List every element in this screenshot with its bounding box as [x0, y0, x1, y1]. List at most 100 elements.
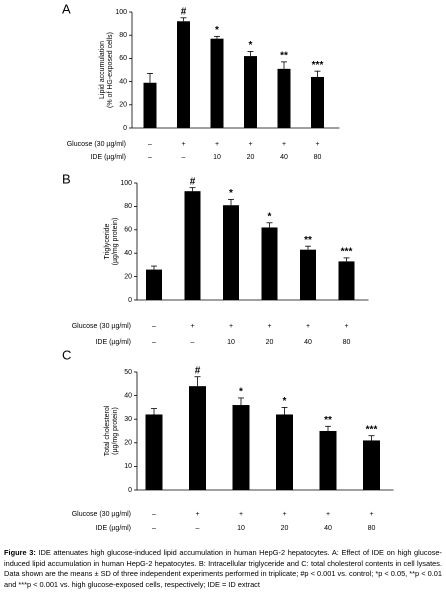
bar	[277, 68, 291, 128]
row-value: 10	[227, 339, 235, 346]
significance-mark: *	[249, 40, 253, 51]
bar	[232, 405, 250, 490]
significance-mark: **	[304, 235, 312, 246]
y-axis-label: (% of HG-exposed cells)	[107, 32, 114, 108]
bar	[261, 227, 278, 300]
row-value: 20	[281, 525, 289, 532]
y-axis-label: Triglyceride	[104, 223, 111, 259]
bar	[311, 76, 324, 128]
caption-label: Figure 3:	[4, 548, 36, 557]
y-tick-label: 40	[124, 250, 132, 257]
row-value: 80	[343, 339, 351, 346]
row-value: +	[282, 511, 286, 518]
y-axis-label: (µg/mg protein)	[112, 218, 119, 266]
row-value: +	[195, 511, 199, 518]
row-value: +	[369, 511, 373, 518]
significance-mark: ***	[366, 424, 378, 435]
row-value: +	[282, 141, 286, 148]
row-value: +	[229, 323, 233, 330]
row-value: +	[248, 141, 252, 148]
row-label: Glucose (30 µg/ml)	[72, 511, 131, 518]
panel-label: A	[62, 1, 71, 16]
y-axis-label: Lipid accumulation	[99, 41, 106, 99]
y-tick-label: 10	[124, 463, 132, 470]
panel-label: B	[62, 171, 71, 186]
panel-label: C	[62, 347, 71, 362]
significance-mark: #	[190, 176, 196, 187]
row-value: +	[181, 141, 185, 148]
row-value: –	[152, 339, 156, 346]
row-value: 10	[213, 154, 221, 161]
row-value: 40	[324, 525, 332, 532]
row-value: +	[239, 511, 243, 518]
row-value: –	[196, 525, 200, 532]
significance-mark: *	[215, 25, 219, 36]
row-value: +	[215, 141, 219, 148]
row-label: IDE (µg/ml)	[95, 525, 131, 532]
y-tick-label: 20	[124, 440, 132, 447]
y-tick-label: 0	[128, 487, 132, 494]
significance-mark: *	[229, 188, 233, 199]
bar	[223, 205, 239, 300]
significance-mark: *	[283, 396, 287, 407]
row-value: –	[152, 511, 156, 518]
bar	[276, 414, 293, 490]
row-value: 20	[266, 339, 274, 346]
bar	[300, 249, 316, 300]
bar	[145, 414, 163, 490]
significance-mark: #	[195, 365, 201, 376]
caption: Figure 3: IDE attenuates high glucose-in…	[4, 548, 442, 590]
significance-mark: ***	[341, 247, 353, 258]
bar	[244, 56, 257, 128]
significance-mark: *	[239, 387, 243, 398]
row-value: –	[191, 339, 195, 346]
bar	[338, 261, 355, 300]
bar	[319, 431, 337, 490]
row-value: +	[315, 141, 319, 148]
row-value: –	[182, 154, 186, 161]
y-tick-label: 80	[124, 203, 132, 210]
significance-mark: #	[181, 6, 187, 17]
row-value: –	[148, 141, 152, 148]
y-axis-label: Total cholesterol	[104, 405, 111, 456]
bar	[363, 440, 380, 490]
row-label: IDE (µg/ml)	[95, 339, 131, 346]
row-value: 20	[247, 154, 255, 161]
significance-mark: *	[268, 211, 272, 222]
row-value: +	[190, 323, 194, 330]
bar	[189, 386, 206, 490]
significance-mark: ***	[312, 60, 324, 71]
bar	[184, 191, 201, 300]
significance-mark: **	[324, 415, 332, 426]
bar	[146, 269, 162, 300]
row-value: 80	[314, 154, 322, 161]
caption-text: IDE attenuates high glucose-induced lipi…	[4, 548, 442, 589]
bar	[210, 38, 224, 128]
row-value: +	[326, 511, 330, 518]
row-value: 80	[368, 525, 376, 532]
y-tick-label: 30	[124, 416, 132, 423]
row-value: +	[344, 323, 348, 330]
y-tick-label: 60	[119, 55, 127, 62]
row-value: 40	[304, 339, 312, 346]
bar	[177, 21, 190, 129]
y-tick-label: 40	[124, 392, 132, 399]
y-tick-label: 60	[124, 227, 132, 234]
row-value: –	[152, 323, 156, 330]
y-tick-label: 80	[119, 32, 127, 39]
row-value: 10	[237, 525, 245, 532]
y-tick-label: 0	[128, 297, 132, 304]
significance-mark: **	[280, 51, 288, 62]
y-tick-label: 100	[120, 180, 132, 187]
row-label: Glucose (30 µg/ml)	[72, 323, 131, 330]
row-label: IDE (µg/ml)	[90, 154, 126, 161]
row-value: –	[148, 154, 152, 161]
y-axis-label: (µg/mg protein)	[112, 407, 119, 455]
y-tick-label: 100	[115, 9, 127, 16]
bar	[143, 82, 157, 128]
row-value: +	[306, 323, 310, 330]
row-value: 40	[280, 154, 288, 161]
y-tick-label: 40	[119, 78, 127, 85]
